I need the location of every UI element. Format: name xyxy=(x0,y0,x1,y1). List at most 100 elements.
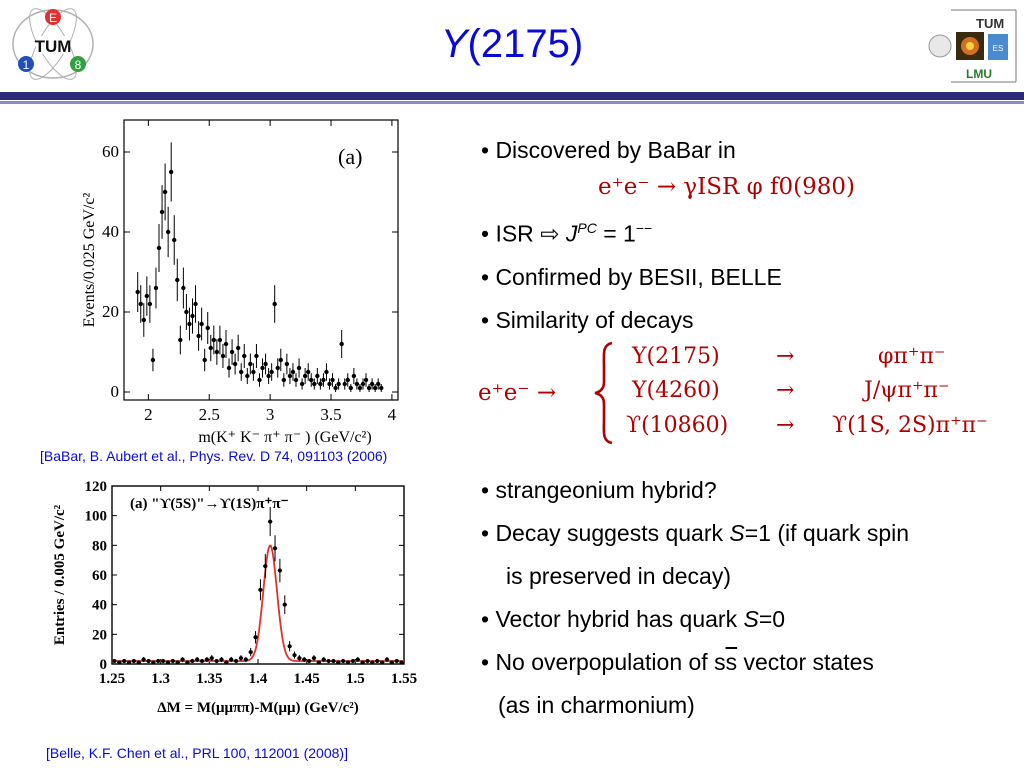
data-point xyxy=(348,385,354,391)
data-point xyxy=(375,659,380,664)
data-point xyxy=(209,656,214,661)
data-point xyxy=(379,385,384,391)
data-point xyxy=(199,321,204,327)
data-point xyxy=(357,385,363,391)
panel-label: (a) "ϒ(5S)"→ϒ(1S)π⁺π⁻ xyxy=(130,496,289,512)
belle-chart: 1.25 1.3 1.35 1.4 1.45 1.5 1.55 0 20 40 60 80 100 120… xyxy=(52,479,417,716)
data-point xyxy=(324,369,329,375)
bullet-strangeonium: • strangeonium hybrid? xyxy=(481,477,717,503)
discovery-formula: e⁺e⁻ → γISR φ f0(980) xyxy=(598,174,856,200)
data-point xyxy=(141,317,146,323)
data-point xyxy=(156,659,161,664)
data-point xyxy=(341,659,346,664)
decay-arrow-1: → xyxy=(776,344,795,369)
data-point xyxy=(248,650,253,655)
data-point xyxy=(268,519,273,524)
x-tick-label: 1.5 xyxy=(346,671,365,687)
x-tick-label: 2 xyxy=(144,405,153,424)
data-point xyxy=(376,381,381,387)
data-point xyxy=(275,365,280,371)
data-point xyxy=(146,659,151,664)
data-point xyxy=(372,385,378,391)
decay-final-1: φπ⁺π⁻ xyxy=(878,344,946,369)
data-point xyxy=(399,660,404,665)
slide-title: Y(2175) xyxy=(440,22,584,66)
svg-text:LMU: LMU xyxy=(966,67,992,81)
data-point xyxy=(220,353,226,359)
data-point xyxy=(190,313,195,319)
data-point xyxy=(200,659,205,664)
x-tick-label: 2.5 xyxy=(199,405,220,424)
data-point xyxy=(138,301,143,307)
left-brace-icon xyxy=(594,341,613,445)
data-point xyxy=(178,337,183,343)
babar-citation: [BaBar, B. Aubert et al., Phys. Rev. D 7… xyxy=(40,448,388,464)
header-rule xyxy=(0,92,1024,100)
data-point xyxy=(223,341,229,347)
data-point xyxy=(150,357,156,363)
data-point xyxy=(380,660,385,665)
right-arrow-icon: ⇨ xyxy=(540,220,560,247)
data-point xyxy=(135,289,140,295)
x-tick-label: 1.35 xyxy=(196,671,222,687)
data-point xyxy=(131,659,136,664)
data-point xyxy=(311,656,316,661)
data-point xyxy=(248,361,253,367)
data-point xyxy=(269,369,274,375)
tum-e18-logo: TUM E 1 8 xyxy=(10,6,96,82)
data-point xyxy=(235,345,241,351)
data-point xyxy=(366,385,372,391)
data-point xyxy=(245,373,250,379)
data-point xyxy=(161,659,166,664)
bullet-charmonium: (as in charmonium) xyxy=(498,692,695,718)
bullet-decay-suggests: • Decay suggests quark S=1 (if quark spi… xyxy=(481,520,910,546)
bullet-spin-preserved: is preserved in decay) xyxy=(506,563,731,589)
decay-arrow-2: → xyxy=(776,378,795,403)
data-point xyxy=(351,373,357,379)
data-point xyxy=(336,660,341,665)
y-tick-label: 60 xyxy=(102,142,119,161)
data-point xyxy=(321,377,326,383)
data-point xyxy=(360,381,366,387)
data-point xyxy=(254,353,259,359)
data-point xyxy=(302,373,308,379)
data-point xyxy=(293,377,299,383)
y-tick-label: 0 xyxy=(100,657,108,673)
data-point xyxy=(162,189,168,195)
data-point xyxy=(318,381,323,387)
x-tick-label: 3 xyxy=(266,405,275,424)
data-point xyxy=(214,659,219,664)
y-tick-label: 100 xyxy=(85,509,108,525)
data-point xyxy=(204,657,209,662)
data-point xyxy=(219,657,224,662)
data-point xyxy=(253,635,258,640)
data-point xyxy=(136,660,141,665)
data-point xyxy=(239,369,244,375)
data-point xyxy=(272,301,277,307)
data-point xyxy=(165,660,170,665)
data-point xyxy=(284,361,290,367)
data-point xyxy=(327,381,332,387)
data-point xyxy=(266,373,271,379)
data-point xyxy=(315,373,320,379)
svg-text:1: 1 xyxy=(23,58,30,72)
data-point xyxy=(202,357,207,363)
data-point xyxy=(217,337,223,343)
data-point xyxy=(190,659,195,664)
y-tick-label: 60 xyxy=(92,568,107,584)
data-point xyxy=(251,369,256,375)
bullet-vector-hybrid: • Vector hybrid has quark S=0 xyxy=(481,606,786,632)
data-point xyxy=(165,229,171,235)
data-point xyxy=(281,377,287,383)
data-point xyxy=(346,660,351,665)
data-point xyxy=(168,169,174,175)
data-point xyxy=(234,659,239,664)
data-point xyxy=(184,309,189,315)
data-point xyxy=(185,660,190,665)
decay-state-1: Y(2175) xyxy=(632,344,720,369)
data-point xyxy=(187,321,192,327)
data-point xyxy=(175,277,180,283)
data-point xyxy=(170,659,175,664)
x-axis-title: m(K⁺ K⁻ π⁺ π⁻ ) (GeV/c²) xyxy=(198,429,371,446)
